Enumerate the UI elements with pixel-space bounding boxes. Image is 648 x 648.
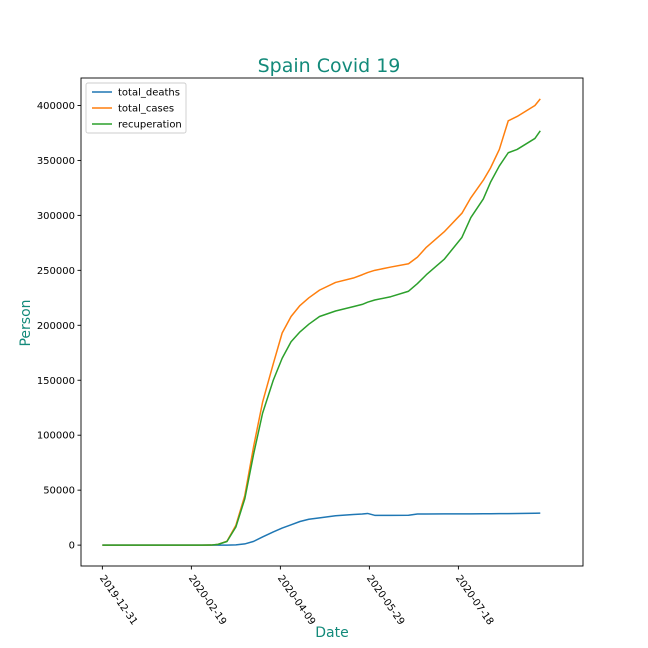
legend: total_deaths total_cases recuperation [85,82,187,134]
x-axis-label: Date [315,625,348,641]
y-tick-label: 50000 [43,486,75,497]
y-tick-label: 100000 [37,431,75,442]
axes-frame [80,77,584,567]
y-tick-label: 200000 [37,321,75,332]
y-tick-label: 150000 [37,376,75,387]
legend-label-recuperation: recuperation [118,120,182,131]
chart-title: Spain Covid 19 [258,55,401,77]
y-tick-label: 0 [69,541,75,552]
series-line-total-deaths [102,512,541,546]
y-axis-label: Person [18,299,34,346]
legend-label-total-cases: total_cases [118,104,174,115]
y-axis-ticks: 0 50000 100000 150000 200000 250000 300000 3500… [37,101,81,552]
y-tick-label: 300000 [37,211,75,222]
y-tick-label: 250000 [37,266,75,277]
series-line-recuperation [102,130,541,546]
series-lines [102,98,541,546]
y-tick-label: 400000 [37,101,75,112]
y-tick-label: 350000 [37,156,75,167]
legend-label-total-deaths: total_deaths [118,88,180,99]
legend-box [85,82,187,134]
